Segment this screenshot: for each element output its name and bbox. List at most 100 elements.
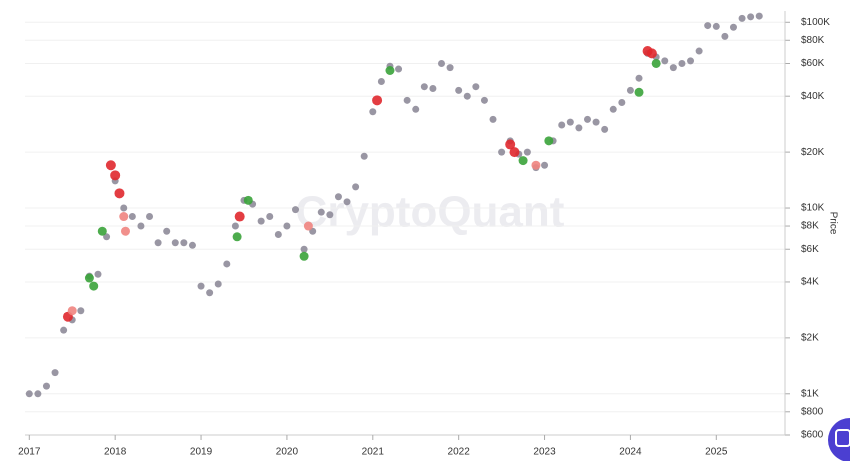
data-point <box>352 183 360 191</box>
data-point <box>300 245 308 253</box>
data-point <box>721 32 729 40</box>
data-point <box>687 57 695 65</box>
x-tick-label: 2023 <box>533 447 556 458</box>
x-tick-label: 2022 <box>448 447 471 458</box>
data-point <box>119 212 129 222</box>
data-point <box>601 125 609 133</box>
data-point <box>206 289 214 297</box>
data-point <box>420 83 428 91</box>
data-point <box>266 213 274 221</box>
data-point <box>51 369 59 377</box>
marks <box>25 12 763 398</box>
y-tick-label: $20K <box>801 147 825 158</box>
data-point <box>695 47 703 55</box>
data-point <box>103 233 111 241</box>
data-point <box>583 115 591 123</box>
x-tick-label: 2021 <box>362 447 385 458</box>
data-point <box>646 48 657 59</box>
data-point <box>544 136 554 146</box>
data-point <box>412 105 420 113</box>
data-point <box>566 118 574 126</box>
data-point <box>738 14 746 22</box>
data-point <box>395 65 403 73</box>
data-point <box>634 87 644 97</box>
data-point <box>89 281 99 291</box>
y-tick-label: $1K <box>801 388 819 399</box>
y-tick-label: $6K <box>801 244 819 255</box>
x-tick-label: 2019 <box>190 447 213 458</box>
data-point <box>558 121 566 129</box>
data-point <box>223 260 231 268</box>
y-axis-label: Price <box>827 212 838 235</box>
x-tick-label: 2025 <box>705 447 728 458</box>
data-point <box>292 206 300 214</box>
data-point <box>94 270 102 278</box>
x-tick-label: 2024 <box>619 447 642 458</box>
y-tick-label: $2K <box>801 333 819 344</box>
data-point <box>618 98 626 106</box>
data-point <box>541 161 549 169</box>
data-point <box>60 326 68 334</box>
data-point <box>232 232 242 242</box>
chat-icon <box>835 429 850 447</box>
data-point <box>651 58 661 68</box>
data-point <box>274 231 282 239</box>
data-point <box>463 92 471 100</box>
x-tick-label: 2020 <box>276 447 299 458</box>
data-point <box>747 13 755 21</box>
data-point <box>635 74 643 82</box>
data-point <box>120 204 128 212</box>
data-point <box>34 390 42 398</box>
data-point <box>299 251 309 261</box>
data-point <box>729 23 737 31</box>
data-point <box>626 86 634 94</box>
data-point <box>128 213 136 221</box>
data-point <box>234 211 245 222</box>
data-point <box>137 222 145 230</box>
data-point <box>343 198 351 206</box>
data-point <box>105 160 116 171</box>
data-point <box>472 83 480 91</box>
data-point <box>592 118 600 126</box>
data-point <box>360 152 368 160</box>
y-tick-label: $4K <box>801 277 819 288</box>
data-point <box>369 108 377 116</box>
y-tick-label: $100K <box>801 17 830 28</box>
data-point <box>704 22 712 30</box>
data-point <box>77 307 85 315</box>
data-point <box>97 226 107 236</box>
data-point <box>188 241 196 249</box>
data-point <box>531 160 541 170</box>
data-point <box>509 147 520 158</box>
data-point <box>755 12 763 20</box>
data-point <box>385 66 395 76</box>
data-point <box>334 193 342 201</box>
x-tick-label: 2018 <box>104 447 127 458</box>
data-point <box>455 86 463 94</box>
y-tick-label: $8K <box>801 221 819 232</box>
data-point <box>180 239 188 247</box>
data-point <box>42 382 50 390</box>
chat-button[interactable] <box>828 418 850 462</box>
data-point <box>197 282 205 290</box>
data-point <box>243 195 253 205</box>
data-point <box>25 390 33 398</box>
data-point <box>372 95 383 106</box>
data-point <box>505 139 516 150</box>
data-point <box>377 77 385 85</box>
data-point <box>317 208 325 216</box>
data-point <box>609 105 617 113</box>
data-point <box>214 280 222 288</box>
data-point <box>429 85 437 93</box>
data-point <box>678 59 686 67</box>
y-tick-label: $600 <box>801 430 824 441</box>
data-point <box>489 115 497 123</box>
y-tick-label: $40K <box>801 91 825 102</box>
data-point <box>661 57 669 65</box>
data-point <box>120 226 130 236</box>
data-point <box>67 306 77 316</box>
data-point <box>154 239 162 247</box>
data-point <box>171 239 179 247</box>
